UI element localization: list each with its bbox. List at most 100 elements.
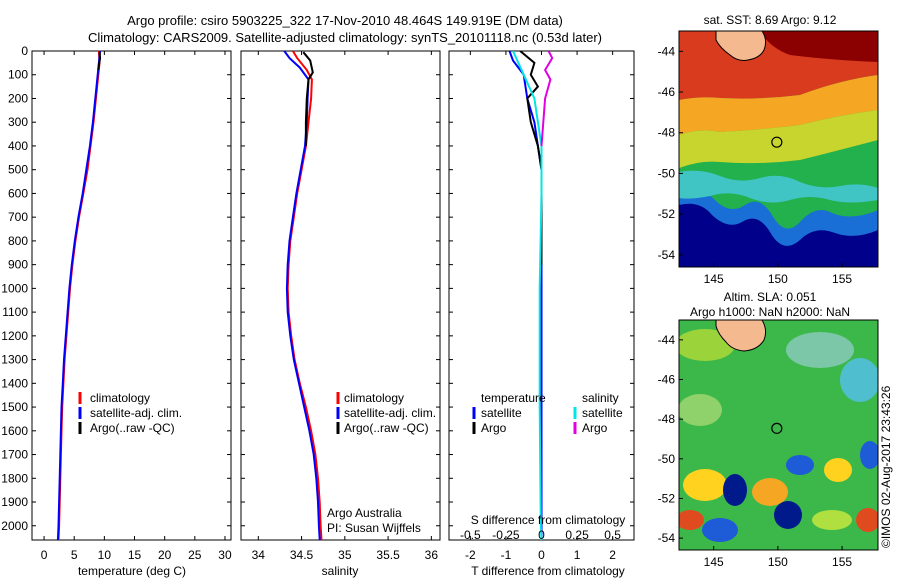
sla-map-frame [678,319,879,551]
depth-tick-label: 1900 [1,495,28,509]
sla-anomaly [786,455,814,475]
sla-anomaly [824,458,852,482]
series-group [56,51,102,540]
sla-anomaly [723,474,747,506]
figure-title-line2: Climatology: CARS2009. Satellite-adjuste… [88,30,602,45]
sla-land [715,320,767,352]
depth-tick-label: 600 [8,186,28,200]
difference-xlabel-top: S difference from climatology [471,513,626,527]
sla-anomaly [679,394,722,426]
lat-tick-label: -48 [658,126,676,140]
sla-anomaly [840,358,878,402]
series-line-argo---raw--qc- [97,52,102,71]
s-diff-tick-label: 0.5 [604,528,621,542]
sst-map-title: sat. SST: 8.69 Argo: 9.12 [704,13,837,27]
argo-float-marker [771,136,783,148]
x-tick-label: 35 [338,548,352,562]
salinity-legend: climatology satellite-adj. clim. Argo(..… [336,391,436,435]
depth-tick-label: 900 [8,258,28,272]
lat-tick-label: -46 [658,85,676,99]
legend-label-climatology: climatology [344,391,404,405]
lat-tick-label: -54 [658,531,676,545]
sla-map-title: Altim. SLA: 0.051 [724,290,817,304]
sla-anomaly [856,508,878,532]
annotation-pi: PI: Susan Wijffels [327,521,421,535]
lon-tick-label: 155 [832,272,852,286]
series-line-satellite [512,51,543,540]
imos-watermark: ©IMOS 02-Aug-2017 23:43:26 [879,385,893,548]
x-tick-label: -2 [465,548,476,562]
x-tick-label: 35.5 [376,548,400,562]
sst-cold-core [679,203,878,267]
legend-label-sal-argo: Argo [582,421,608,435]
temperature-panel-frame [31,50,232,541]
x-tick-label: 2 [609,548,616,562]
x-tick-label: 15 [128,548,142,562]
depth-tick-label: 100 [8,68,28,82]
lat-tick-label: -50 [658,452,676,466]
series-line-argo [519,51,543,265]
s-diff-tick-label: -0.5 [460,528,481,542]
x-tick-label: 30 [218,548,232,562]
sst-cyan-band [679,170,878,203]
depth-tick-label: 800 [8,234,28,248]
sla-map-axes: 145 150 155 -44 -46 -48 -50 -52 -54 [658,333,853,569]
lon-tick-label: 150 [768,555,788,569]
legend-header-temperature: temperature [481,391,546,405]
sla-anomaly [702,518,738,542]
s-diff-tick-label: 0.25 [565,528,589,542]
x-tick-label: 20 [158,548,172,562]
salinity-panel-frame [240,50,441,541]
temperature-xlabel: temperature (deg C) [78,564,186,578]
x-tick-label: 1 [574,548,581,562]
sla-anomaly [683,469,727,501]
legend-label-sal-satellite: satellite [582,406,623,420]
lat-tick-label: -44 [658,333,676,347]
lat-tick-label: -44 [658,44,676,58]
lon-tick-label: 145 [704,555,724,569]
sst-orange-band [679,75,878,135]
difference-xlabel: T difference from climatology [471,564,625,578]
legend-label-satellite: satellite-adj. clim. [90,406,182,420]
lat-tick-label: -54 [658,248,676,262]
figure-title-line1: Argo profile: csiro 5903225_322 17-Nov-2… [127,13,563,28]
lon-tick-label: 145 [704,272,724,286]
series-line-satellite-adj--clim- [56,51,102,540]
depth-tick-label: 500 [8,163,28,177]
depth-tick-label: 1300 [1,353,28,367]
x-tick-label: 36 [425,548,439,562]
depth-tick-label: 400 [8,139,28,153]
depth-tick-label: 1100 [2,305,28,319]
s-diff-tick-label: 0 [538,528,545,542]
lat-tick-label: -52 [658,491,676,505]
depth-axis: 0 100 200 300 400 500 600 700 800 900 1000 1100 1200… [1,44,28,533]
depth-tick-label: 1800 [1,471,28,485]
sla-anomaly [860,441,878,469]
legend-label-argo: Argo(..raw -QC) [344,421,429,435]
sla-anomaly [752,478,788,506]
salinity-xlabel: salinity [322,564,359,578]
sst-hot-core [760,31,878,62]
sst-yellow-band [679,110,878,168]
lat-tick-label: -50 [658,166,676,180]
legend-label-climatology: climatology [90,391,150,405]
temperature-legend: climatology satellite-adj. clim. Argo(..… [78,391,182,435]
series-group [508,51,554,540]
depth-tick-label: 1400 [1,376,28,390]
sla-map-subtitle: Argo h1000: NaN h2000: NaN [690,305,850,319]
x-tick-label: 34 [252,548,266,562]
x-tick-label: 0 [41,548,48,562]
lon-tick-label: 150 [768,272,788,286]
sst-land [715,31,767,61]
series-line-climatology [286,51,323,540]
s-diff-tick-label: -0.25 [492,528,520,542]
depth-tick-label: 1700 [1,448,28,462]
depth-tick-label: 700 [8,210,28,224]
sst-map-axes: 145 150 155 -44 -46 -48 -50 -52 -54 [658,44,853,286]
x-tick-label: 10 [98,548,112,562]
legend-label-temp-satellite: satellite [481,406,522,420]
x-tick-label: 5 [71,548,78,562]
difference-panel: -2 -1 0 1 2 -0.5 -0.25 0 0.25 0.5 [449,50,634,562]
legend-label-satellite: satellite-adj. clim. [344,406,436,420]
